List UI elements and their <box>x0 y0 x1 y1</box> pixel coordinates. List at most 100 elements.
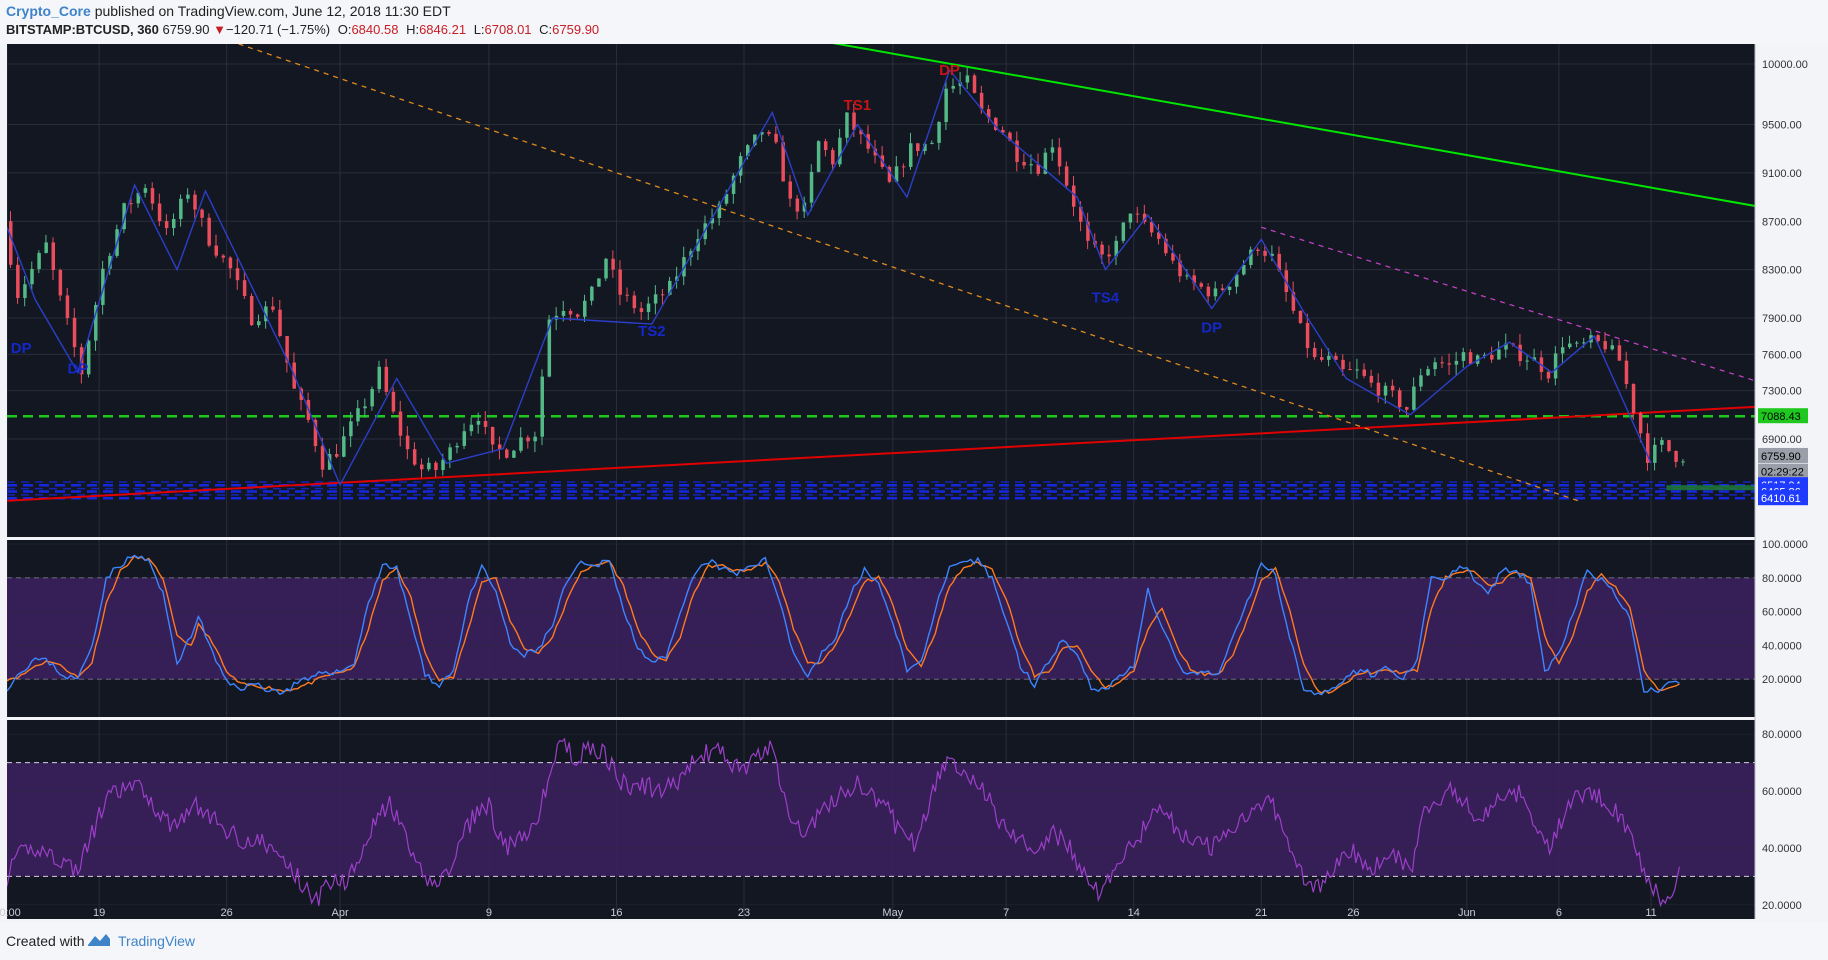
time-tick-label: May <box>882 907 903 919</box>
last-price: 6759.90 <box>162 22 210 37</box>
candle-body <box>873 148 878 156</box>
time-tick-label: 21 <box>1255 907 1267 919</box>
candle-body <box>171 219 176 229</box>
pane-separator-0 <box>7 537 1755 540</box>
candle-body <box>313 419 318 447</box>
candle-body <box>583 300 587 317</box>
candle-body <box>1603 341 1607 350</box>
candle-body <box>420 464 424 470</box>
candle-body <box>1504 343 1508 350</box>
footer: Created with TradingView <box>0 922 1828 960</box>
price-plot: DP DP TS2 TS1 DP TS4 DP <box>7 44 1755 537</box>
candle-body <box>65 295 70 318</box>
time-tick-label: 26 <box>1347 907 1359 919</box>
candle-body <box>1376 382 1381 396</box>
candle-body <box>1057 147 1062 167</box>
stoch-tick-label: 60.0000 <box>1762 607 1802 619</box>
created-with-text: Created with <box>6 933 85 949</box>
candle-body <box>1022 161 1026 166</box>
time-tick-label: 11 <box>1645 907 1656 919</box>
candle-body <box>1454 360 1459 365</box>
candle-body <box>512 450 516 458</box>
annotation-dp: DP <box>1201 320 1222 337</box>
candle-body <box>540 376 544 437</box>
candle-body <box>710 218 715 224</box>
candle-body <box>377 366 381 390</box>
candle-body <box>519 437 523 451</box>
author-link[interactable]: Crypto_Core <box>6 3 91 19</box>
candle-body <box>646 303 651 313</box>
candle-body <box>1631 383 1636 413</box>
candle-body <box>1681 461 1685 463</box>
rsi-tick-label: 60.0000 <box>1762 786 1802 798</box>
candle-body <box>1270 253 1274 256</box>
candle-body <box>908 143 913 167</box>
price-change: −120.71 (−1.75%) <box>226 22 331 37</box>
candle-body <box>214 245 219 256</box>
rsi-tick-label: 40.0000 <box>1762 843 1802 855</box>
symbol-label[interactable]: BITSTAMP:BTCUSD, 360 <box>6 22 159 37</box>
candle-body <box>590 286 594 301</box>
candle-body <box>249 295 254 326</box>
candle-body <box>150 188 155 204</box>
candle-body <box>1617 345 1622 361</box>
candle-body <box>653 294 658 304</box>
candle-body <box>207 217 211 246</box>
price-label-bg <box>1758 490 1808 506</box>
candle-body <box>462 431 467 446</box>
candle-body <box>320 446 325 470</box>
open-value: 6840.58 <box>351 22 399 37</box>
price-tick-label: 6900.00 <box>1762 434 1802 446</box>
candle-body <box>299 388 304 400</box>
candle-body <box>916 143 920 152</box>
price-label-bg <box>1758 463 1808 479</box>
candle-body <box>391 391 396 412</box>
candle-body <box>235 268 240 281</box>
chart-area[interactable]: DP DP TS2 TS1 DP TS4 DP 20:00 19 26 Apr 9 16 23 May 7 14… <box>0 44 1828 922</box>
candle-body <box>483 420 488 427</box>
candle-body <box>1497 349 1501 360</box>
candle-body <box>441 459 445 471</box>
candle-body <box>1532 357 1537 361</box>
candle-body <box>979 92 984 110</box>
candle-body <box>845 112 849 138</box>
candle-body <box>363 406 367 409</box>
candle-body <box>1256 249 1260 251</box>
candle-body <box>1419 375 1423 387</box>
candle-body <box>1171 253 1175 261</box>
candle-body <box>1100 244 1104 255</box>
candle-body <box>660 294 665 296</box>
price-label-bg <box>1758 447 1808 463</box>
candle-body <box>342 436 346 457</box>
candle-body <box>58 269 63 296</box>
price-label: 6410.61 <box>1761 493 1801 505</box>
candle-body <box>526 437 530 442</box>
candle-body <box>724 193 729 204</box>
candle-body <box>228 257 233 269</box>
candle-body <box>51 242 56 270</box>
candle-body <box>1596 335 1600 342</box>
tradingview-link[interactable]: TradingView <box>118 933 196 949</box>
candle-body <box>1107 254 1111 257</box>
candle-body <box>1575 342 1579 344</box>
candle-body <box>257 321 261 326</box>
stoch-tick-label: 40.0000 <box>1762 640 1802 652</box>
candle-body <box>1383 385 1388 396</box>
candle-body <box>944 88 948 123</box>
candle-body <box>1298 310 1303 323</box>
price-tick-label: 7300.00 <box>1762 386 1802 398</box>
candle-body <box>816 141 821 172</box>
candle-body <box>405 435 410 450</box>
candle-body <box>1164 238 1168 254</box>
candle-body <box>16 264 20 299</box>
candle-body <box>384 366 389 392</box>
candle-body <box>1071 185 1076 207</box>
price-tick-label: 9100.00 <box>1762 168 1802 180</box>
candle-body <box>1064 166 1069 186</box>
candle-body <box>795 198 800 212</box>
candle-body <box>427 462 431 470</box>
candle-body <box>1461 352 1466 361</box>
candle-body <box>738 156 743 176</box>
candle-body <box>731 175 736 194</box>
trendline-red-support <box>7 405 1755 502</box>
